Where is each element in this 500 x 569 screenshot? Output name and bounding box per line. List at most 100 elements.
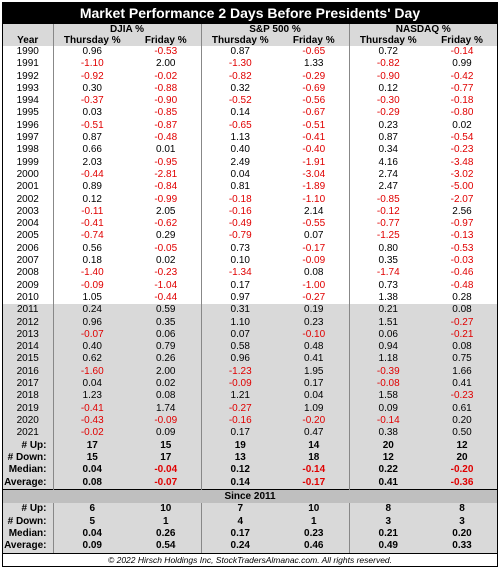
value-cell: 0.35 (378, 255, 398, 267)
value-cell: 0.66 (82, 144, 102, 156)
value-cell: 0.08 (53, 476, 131, 490)
row-label: 2013 (3, 328, 54, 342)
value-cell: 15 (53, 451, 131, 465)
value-cell: 0.28 (452, 291, 472, 303)
value-cell: -0.51 (279, 119, 350, 133)
row-label: Median: (3, 527, 54, 541)
value-cell: 0.22 (349, 464, 428, 477)
data-row: 2018 1.23 0.08 1.21 0.04 1.58 -0.23 (3, 390, 497, 403)
value-cell: 0.02 (452, 119, 472, 131)
since-label: Since 2011 (3, 489, 497, 504)
data-row: 1990 0.96 -0.53 0.87 -0.65 0.72 -0.14 (3, 46, 497, 59)
value-cell: 1.66 (427, 365, 497, 379)
value-cell: -0.18 (228, 193, 252, 205)
value-cell: 0.24 (201, 540, 279, 553)
value-cell: -0.87 (131, 119, 202, 133)
value-cell: 0.09 (53, 540, 131, 553)
value-cell: 0.34 (378, 144, 398, 156)
value-cell: 13 (201, 451, 279, 465)
value-cell: 0.04 (53, 378, 131, 391)
value-cell: 0.47 (279, 427, 350, 440)
row-label: Average: (3, 476, 54, 490)
value-cell: 5 (53, 515, 131, 528)
value-cell: 0.80 (378, 242, 398, 254)
value-cell: -0.23 (450, 144, 474, 156)
title: Market Performance 2 Days Before Preside… (3, 3, 497, 24)
since-summary-row: Average: 0.09 0.54 0.24 0.46 0.49 0.33 (3, 540, 497, 553)
data-row: 1997 0.87 -0.48 1.13 -0.41 0.87 -0.54 (3, 132, 497, 145)
data-row: 2019 -0.41 1.74 -0.27 1.09 0.09 0.61 (3, 402, 497, 415)
row-label: 1997 (3, 132, 54, 145)
value-cell: 1.13 (230, 132, 250, 144)
row-label: 2001 (3, 181, 54, 194)
value-cell: 0.12 (82, 193, 102, 205)
value-cell: 0.17 (201, 427, 279, 440)
data-row: 2013 -0.07 0.06 0.07 -0.10 0.06 -0.21 (3, 328, 497, 342)
value-cell: -0.62 (131, 218, 202, 231)
value-cell: 20 (349, 439, 428, 452)
value-cell: -0.17 (279, 476, 350, 490)
value-cell: -0.88 (131, 82, 202, 96)
value-cell: -0.07 (131, 476, 202, 490)
value-cell: 17 (131, 451, 202, 465)
value-cell: 2.03 (82, 156, 102, 168)
value-cell: 0.20 (427, 414, 497, 428)
data-row: 1994 -0.37 -0.90 -0.52 -0.56 -0.30 -0.18 (3, 95, 497, 108)
value-cell: -0.29 (376, 107, 400, 119)
value-cell: 10 (279, 503, 350, 516)
value-cell: -1.89 (279, 181, 350, 194)
value-cell: -0.82 (376, 58, 400, 70)
value-cell: -0.20 (427, 464, 497, 477)
value-cell: -0.82 (228, 70, 252, 82)
group-header: NASDAQ % (349, 24, 497, 35)
value-cell: 0.96 (82, 46, 102, 57)
value-cell: 0.14 (230, 107, 250, 119)
value-cell: -0.13 (450, 230, 474, 242)
row-label: 2016 (3, 365, 54, 379)
data-row: 2011 0.24 0.59 0.31 0.19 0.21 0.08 (3, 304, 497, 317)
row-label: 2006 (3, 242, 54, 256)
value-cell: -1.10 (279, 193, 350, 206)
value-cell: 1.09 (279, 402, 350, 415)
row-label: 2004 (3, 218, 54, 231)
data-row: 1998 0.66 0.01 0.40 -0.40 0.34 -0.23 (3, 144, 497, 157)
value-cell: 0.01 (131, 144, 202, 157)
value-cell: 0.14 (201, 476, 279, 490)
value-cell: 0.87 (230, 46, 250, 57)
row-label: 2017 (3, 378, 54, 391)
value-cell: 8 (427, 503, 497, 516)
value-cell: 0.23 (279, 316, 350, 329)
value-cell: 2.49 (230, 156, 250, 168)
value-cell: 0.23 (279, 527, 350, 541)
value-cell: 7 (201, 503, 279, 516)
value-cell: -0.27 (427, 316, 497, 329)
value-cell: -2.07 (450, 193, 474, 205)
value-cell: 0.41 (427, 378, 497, 391)
value-cell: 8 (349, 503, 428, 516)
data-row: 1993 0.30 -0.88 0.32 -0.69 0.12 -0.77 (3, 82, 497, 96)
value-cell: 0.56 (82, 242, 102, 254)
value-cell: 0.73 (378, 279, 398, 291)
value-cell: 0.10 (230, 255, 250, 267)
value-cell: 14 (279, 439, 350, 452)
value-cell: -0.37 (80, 95, 104, 107)
value-cell: 0.72 (378, 46, 398, 57)
value-cell: -0.10 (279, 328, 350, 342)
value-cell: 0.04 (53, 464, 131, 477)
value-cell: 0.33 (427, 540, 497, 553)
row-label: 2014 (3, 341, 54, 354)
value-cell: 0.87 (82, 132, 102, 144)
data-row: 2015 0.62 0.26 0.96 0.41 1.18 0.75 (3, 353, 497, 366)
value-cell: 0.09 (349, 402, 428, 415)
value-cell: -0.56 (279, 95, 350, 108)
value-cell: 0.62 (53, 353, 131, 366)
value-cell: -0.69 (279, 82, 350, 96)
value-cell: 2.14 (279, 205, 350, 219)
value-cell: 0.48 (279, 341, 350, 354)
value-cell: 0.04 (53, 527, 131, 541)
value-cell: 0.09 (131, 427, 202, 440)
value-cell: 0.32 (230, 82, 250, 94)
row-label: 2012 (3, 316, 54, 329)
data-row: 2007 0.18 0.02 0.10 -0.09 0.35 -0.03 (3, 255, 497, 268)
value-cell: 0.49 (349, 540, 428, 553)
